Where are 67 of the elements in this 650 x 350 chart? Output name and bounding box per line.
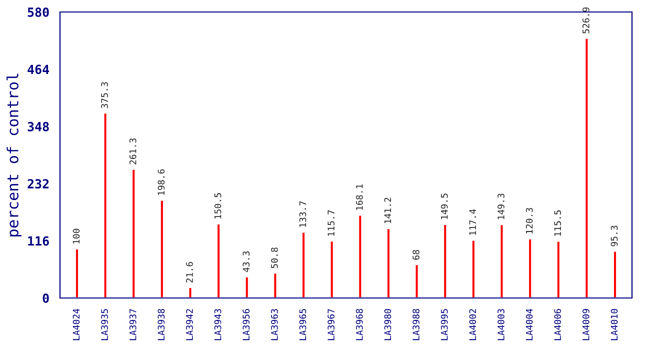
data-label: 68 [412, 250, 420, 260]
x-tick-label: LA3942 [186, 309, 193, 340]
x-tick-label: LA3968 [356, 308, 363, 340]
x-tick-label: LA3988 [412, 308, 420, 340]
bar [528, 238, 532, 298]
x-tick-label: LA4004 [526, 308, 533, 340]
bar [301, 231, 306, 298]
bar [102, 112, 108, 298]
data-label: 21.6 [186, 262, 193, 283]
data-label: 100 [72, 228, 80, 244]
data-label: 261.3 [129, 138, 136, 164]
bar [329, 240, 334, 298]
bar [216, 223, 221, 298]
x-tick-label: LA4010 [610, 309, 618, 340]
y-tick-label: 464 [28, 64, 50, 74]
data-label: 115.5 [554, 210, 562, 236]
x-tick-label: LA3967 [328, 309, 334, 340]
data-label: 149.3 [498, 194, 504, 220]
x-tick-label: LA4009 [582, 309, 590, 340]
x-tick-label: LA3943 [214, 309, 222, 340]
bar [414, 264, 420, 298]
data-label: 141.2 [384, 198, 391, 224]
bar [160, 199, 164, 298]
data-label: 115.7 [328, 210, 334, 236]
x-tick-label: LA3995 [440, 309, 448, 340]
bar [74, 248, 80, 298]
bar [612, 250, 618, 298]
x-tick-label: LA3963 [271, 309, 278, 340]
y-tick-label: 232 [28, 179, 49, 189]
y-tick-label: 348 [28, 122, 49, 132]
data-label: 133.7 [299, 201, 306, 227]
x-tick-label: LA4006 [554, 309, 562, 340]
data-label: 375.3 [101, 82, 108, 108]
x-tick-label: LA4003 [498, 309, 504, 340]
x-tick-label: LA3965 [299, 309, 306, 340]
data-label: 526.9 [582, 7, 590, 34]
data-label: 117.4 [469, 209, 476, 235]
y-tick-label: 0 [42, 293, 49, 303]
bar [358, 214, 363, 298]
bar [499, 224, 504, 298]
data-label: 150.5 [214, 193, 222, 219]
x-tick-label: LA4024 [72, 308, 80, 340]
x-tick-label: LA3935 [101, 309, 108, 340]
x-tick-label: LA4002 [469, 309, 476, 340]
x-tick-label: LA3938 [158, 308, 165, 340]
x-tick-label: LA3937 [129, 309, 136, 340]
bar [131, 168, 136, 298]
data-label: 120.3 [526, 208, 533, 234]
y-tick-label: 116 [28, 236, 49, 246]
x-tick-label: LA3956 [242, 309, 250, 340]
bar [471, 239, 476, 298]
bar [386, 228, 391, 298]
data-label: 168.1 [356, 184, 363, 210]
data-label: 50.8 [271, 248, 278, 268]
data-label: 149.5 [440, 194, 448, 220]
bar [244, 276, 250, 298]
bar [556, 240, 561, 298]
x-tick-label: LA3980 [384, 309, 392, 340]
data-label: 198.6 [158, 169, 165, 195]
bar [442, 224, 448, 298]
bar [584, 37, 590, 298]
y-tick-label: 580 [28, 7, 49, 17]
bar [272, 272, 278, 298]
data-label: 95.3 [610, 226, 618, 246]
bar [188, 286, 193, 298]
y-axis-title: percent of control [6, 74, 22, 236]
data-label: 43.3 [242, 251, 250, 272]
